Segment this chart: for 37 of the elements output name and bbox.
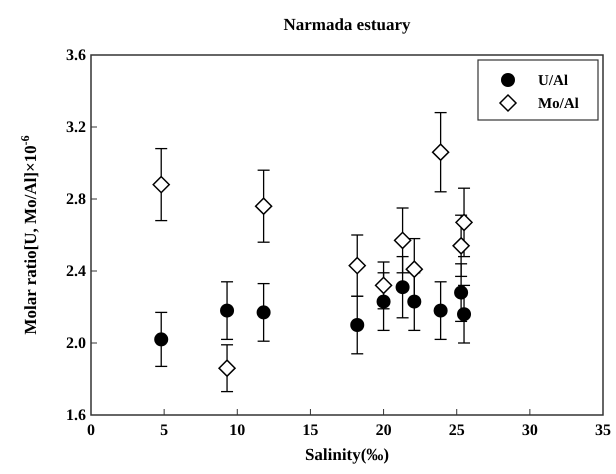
x-axis-title: Salinity(‰) (304, 445, 390, 464)
point (348, 256, 366, 274)
point (254, 197, 272, 215)
legend-label: U/Al (538, 73, 568, 89)
point (457, 307, 472, 322)
point (454, 286, 468, 300)
point (406, 260, 424, 278)
point (394, 232, 412, 250)
x-tick-label: 20 (376, 422, 392, 439)
point (374, 276, 392, 294)
point (218, 359, 236, 377)
x-tick-label: 35 (595, 422, 611, 439)
x-tick-label: 30 (522, 422, 538, 439)
x-tick-label: 0 (87, 422, 95, 439)
x-tick-label: 15 (302, 422, 318, 439)
y-tick-label: 2.4 (66, 263, 86, 280)
point (434, 304, 448, 318)
y-tick-label: 3.2 (66, 119, 86, 136)
point (152, 176, 170, 194)
point (452, 237, 470, 255)
x-tick-label: 5 (160, 422, 168, 439)
point (376, 294, 391, 309)
y-tick-label: 1.6 (66, 407, 86, 424)
point (220, 304, 234, 318)
y-tick-label: 2.8 (66, 191, 86, 208)
point (432, 143, 450, 161)
legend-label: Mo/Al (538, 96, 579, 112)
point (350, 318, 364, 332)
x-tick-label: 25 (448, 422, 465, 439)
point (455, 214, 473, 232)
y-tick-label: 2.0 (66, 335, 86, 352)
point (256, 305, 271, 320)
chart-title: Narmada estuary (283, 15, 411, 34)
point (396, 280, 410, 294)
x-tick-label: 10 (229, 422, 246, 439)
y-tick-label: 3.6 (66, 47, 86, 64)
point (154, 332, 168, 346)
